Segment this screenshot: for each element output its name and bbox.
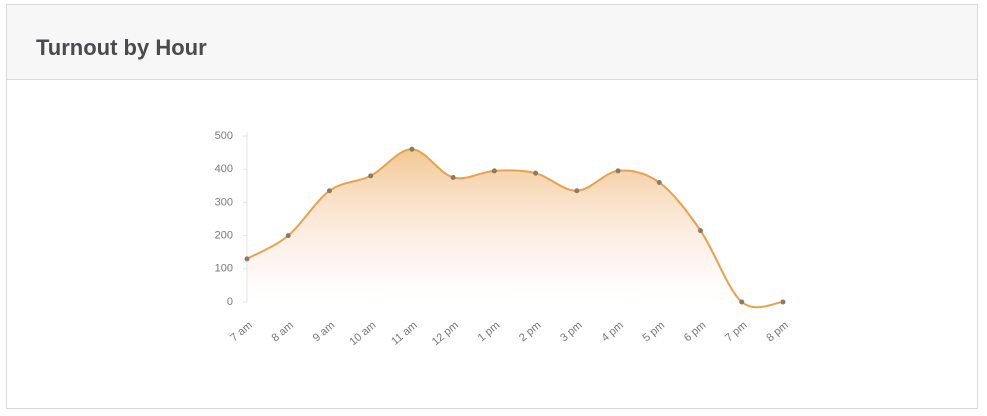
area <box>247 149 783 308</box>
point <box>739 299 745 305</box>
point <box>574 188 580 194</box>
x-tick-label: 6 pm <box>682 319 708 344</box>
y-tick-label: 100 <box>215 263 233 275</box>
x-tick-label: 7 am <box>228 319 254 344</box>
point <box>533 170 539 176</box>
y-tick-label: 400 <box>215 163 233 175</box>
x-tick-label: 12 pm <box>430 319 461 348</box>
x-tick-label: 8 pm <box>764 319 790 344</box>
x-tick-label: 4 pm <box>599 319 625 344</box>
x-tick-label: 8 am <box>270 319 296 344</box>
card-title: Turnout by Hour <box>36 35 207 60</box>
point <box>409 146 415 152</box>
x-tick-label: 3 pm <box>558 319 584 344</box>
y-tick-label: 500 <box>215 130 233 142</box>
y-tick-label: 200 <box>215 230 233 242</box>
point <box>698 228 704 234</box>
point <box>368 173 374 179</box>
point <box>326 188 332 194</box>
point <box>615 168 621 174</box>
point <box>656 179 662 185</box>
x-tick-label: 5 pm <box>641 319 667 344</box>
x-tick-label: 2 pm <box>517 319 543 344</box>
y-tick-label: 300 <box>215 196 233 208</box>
point <box>491 168 497 174</box>
x-tick-label: 11 am <box>389 319 420 347</box>
card: Turnout by Hour <box>6 4 978 409</box>
y-tick-label: 0 <box>227 296 233 308</box>
point <box>285 233 291 239</box>
x-tick-label: 10 am <box>347 319 378 348</box>
point <box>780 299 786 305</box>
x-tick-label: 9 am <box>311 319 337 344</box>
x-tick-label: 1 pm <box>476 319 502 344</box>
point <box>244 256 250 262</box>
x-tick-label: 7 pm <box>723 319 749 344</box>
card-header: Turnout by Hour <box>7 5 977 80</box>
point <box>450 175 456 180</box>
